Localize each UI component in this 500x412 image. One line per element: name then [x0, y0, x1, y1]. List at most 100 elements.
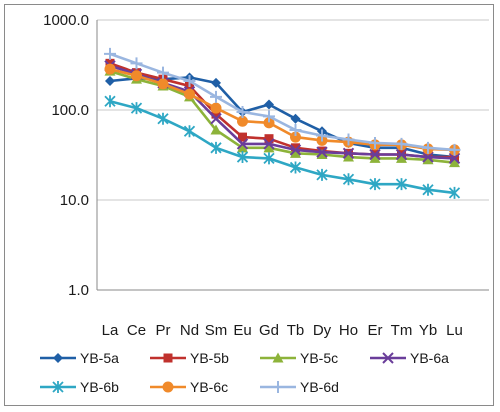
y-tick-label: 100.0: [51, 102, 89, 119]
legend-item: YB-6d: [260, 379, 339, 395]
data-point: [342, 173, 355, 186]
data-point: [422, 183, 434, 196]
series-lines: [104, 47, 461, 199]
data-point: [104, 63, 116, 75]
series-line: [109, 52, 455, 152]
x-tick-label: Ho: [339, 322, 358, 339]
data-point: [289, 144, 302, 156]
data-point: [130, 102, 143, 115]
data-point: [162, 381, 174, 393]
x-tick-label: La: [102, 322, 119, 339]
series-yb-6d: [104, 47, 461, 156]
legend-item: YB-6b: [40, 379, 119, 395]
data-point: [422, 154, 434, 165]
data-point: [448, 143, 461, 156]
x-tick-label: Eu: [233, 322, 251, 339]
x-tick-label: Tm: [391, 322, 413, 339]
data-point: [422, 141, 434, 154]
x-tick-label: Sm: [205, 322, 228, 339]
data-point: [52, 381, 64, 393]
y-tick-label: 1000.0: [43, 12, 89, 29]
data-point: [449, 157, 460, 168]
x-tick-label: Yb: [419, 322, 437, 339]
data-point: [210, 102, 222, 114]
data-point: [369, 136, 381, 149]
data-point: [291, 143, 300, 153]
axes: 1.0 10.0 100.0 1000.0 La Ce Pr Nd Sm Eu Gd Tb Dy Ho Er…: [43, 12, 489, 339]
y-tick-label: 1.0: [68, 282, 89, 299]
data-point: [395, 137, 408, 150]
data-point: [105, 76, 115, 87]
data-point: [422, 151, 434, 163]
chart-frame: [4, 4, 494, 406]
legend-label: YB-6b: [80, 379, 119, 395]
data-point: [369, 152, 381, 163]
data-point: [183, 75, 196, 88]
data-point: [237, 115, 248, 127]
data-point: [395, 178, 408, 191]
data-point: [316, 146, 328, 158]
data-point: [105, 58, 115, 68]
data-point: [183, 125, 196, 138]
data-point: [210, 113, 222, 125]
data-point: [211, 109, 221, 119]
data-point: [53, 353, 63, 363]
legend: YB-5a YB-5b YB-5c YB-6a YB-6b YB-6c YB-6d: [40, 350, 449, 395]
series-line: [109, 100, 455, 195]
data-point: [396, 152, 407, 163]
data-point: [289, 123, 302, 136]
data-point: [448, 186, 461, 199]
data-point: [290, 131, 301, 143]
x-tick-label: Er: [368, 322, 383, 339]
data-point: [263, 142, 275, 153]
x-tick-label: Nd: [180, 322, 199, 339]
data-point: [290, 147, 301, 158]
data-point: [382, 352, 394, 364]
data-point: [237, 142, 248, 153]
data-point: [157, 112, 169, 125]
legend-item: YB-6c: [150, 379, 228, 395]
data-point: [316, 129, 328, 142]
data-point: [289, 161, 302, 174]
data-point: [369, 178, 381, 191]
legend-label: YB-6a: [410, 350, 449, 366]
data-point: [130, 57, 143, 70]
legend-item: YB-5c: [260, 350, 338, 366]
legend-label: YB-5c: [300, 350, 338, 366]
data-point: [264, 134, 274, 144]
data-point: [210, 141, 222, 154]
legend-item: YB-6a: [370, 350, 449, 366]
legend-item: YB-5a: [40, 350, 119, 366]
data-point: [272, 381, 284, 393]
legend-label: YB-6d: [300, 379, 339, 395]
x-tick-label: Gd: [259, 322, 279, 339]
data-point: [263, 117, 275, 129]
data-point: [263, 138, 275, 150]
data-point: [236, 151, 249, 164]
data-point: [316, 149, 328, 160]
data-point: [448, 152, 461, 165]
data-point: [157, 66, 169, 79]
data-point: [395, 148, 408, 161]
data-point: [316, 168, 328, 181]
data-point: [163, 353, 173, 363]
legend-label: YB-6c: [190, 379, 228, 395]
data-point: [104, 95, 116, 108]
data-point: [264, 99, 274, 110]
x-tick-label: Ce: [127, 322, 146, 339]
legend-item: YB-5b: [150, 350, 229, 366]
series-yb-6b: [104, 95, 461, 199]
data-point: [369, 148, 381, 161]
data-point: [104, 47, 116, 60]
x-tick-label: Pr: [156, 322, 171, 339]
legend-label: YB-5b: [190, 350, 229, 366]
data-point: [238, 132, 247, 142]
x-tick-label: Tb: [287, 322, 305, 339]
data-point: [263, 110, 275, 123]
data-point: [236, 138, 249, 150]
data-point: [342, 147, 355, 160]
data-point: [184, 88, 195, 100]
data-point: [342, 133, 355, 146]
